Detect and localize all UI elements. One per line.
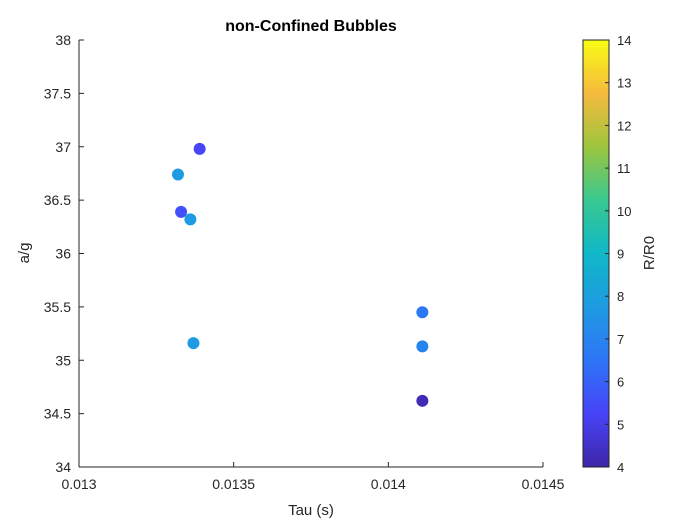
colorbar-tick-label: 4 — [617, 460, 624, 475]
scatter-point — [171, 168, 184, 181]
y-tick-label: 38 — [55, 32, 71, 48]
colorbar-tick-label: 5 — [617, 417, 624, 432]
y-ticks: 34 34.5 35 35.5 36 36.5 37 37.5 38 — [44, 32, 84, 475]
chart-title: non-Confined Bubbles — [225, 18, 397, 35]
plot-axes — [78, 40, 543, 468]
colorbar-tick-label: 12 — [617, 118, 631, 133]
scatter-point — [175, 205, 188, 218]
scatter-point — [416, 394, 429, 407]
y-tick-label: 37.5 — [44, 85, 71, 101]
x-axis-label: Tau (s) — [288, 502, 334, 519]
y-tick-label: 34 — [55, 459, 71, 475]
colorbar-tick-label: 11 — [617, 161, 631, 176]
colorbar-gradient — [582, 39, 610, 468]
colorbar-tick-label: 10 — [617, 204, 631, 219]
colorbar: 4 5 6 7 8 9 10 11 12 13 14 R/R0 — [582, 33, 658, 475]
x-tick-label: 0.013 — [61, 476, 96, 492]
colorbar-tick-label: 8 — [617, 289, 624, 304]
x-tick-label: 0.0135 — [212, 476, 255, 492]
colorbar-tick-label: 9 — [617, 247, 624, 262]
scatter-point — [187, 337, 200, 350]
data-points — [171, 142, 429, 407]
y-tick-label: 35 — [55, 352, 71, 368]
y-tick-label: 36 — [55, 246, 71, 262]
colorbar-label: R/R0 — [641, 236, 658, 270]
colorbar-ticks: 4 5 6 7 8 9 10 11 12 13 14 — [605, 33, 631, 475]
scatter-point — [193, 142, 206, 155]
scatter-point — [184, 213, 197, 226]
y-tick-label: 37 — [55, 139, 71, 155]
scatter-point — [416, 306, 429, 319]
x-ticks: 0.013 0.0135 0.014 0.0145 — [61, 462, 565, 492]
x-tick-label: 0.0145 — [522, 476, 565, 492]
colorbar-tick-label: 13 — [617, 76, 631, 91]
colorbar-tick-label: 7 — [617, 332, 624, 347]
colorbar-tick-label: 6 — [617, 375, 624, 390]
scatter-point — [416, 340, 429, 353]
y-tick-label: 34.5 — [44, 406, 71, 422]
y-tick-label: 35.5 — [44, 299, 71, 315]
y-axis-label: a/g — [16, 243, 33, 264]
colorbar-tick-label: 14 — [617, 33, 631, 48]
x-tick-label: 0.014 — [371, 476, 406, 492]
y-tick-label: 36.5 — [44, 192, 71, 208]
